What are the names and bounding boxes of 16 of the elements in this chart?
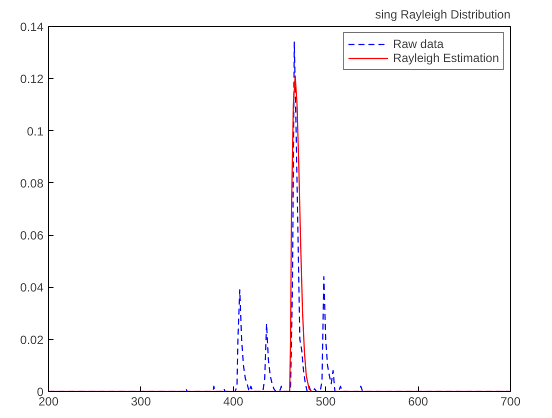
legend-label: Raw data xyxy=(392,37,444,51)
y-tick-label: 0.06 xyxy=(20,228,44,243)
x-tick-label: 500 xyxy=(316,394,336,408)
x-tick-label: 400 xyxy=(223,394,244,408)
y-tick-label: 0.02 xyxy=(20,332,44,347)
y-tick-label: 0.14 xyxy=(20,20,44,34)
y-tick-label: 0.04 xyxy=(20,280,44,295)
legend-label: Rayleigh Estimation xyxy=(392,51,499,65)
x-tick-label: 300 xyxy=(130,394,152,408)
x-tick-label: 600 xyxy=(408,394,428,408)
y-tick-label: 0.1 xyxy=(26,124,44,138)
x-tick-label: 700 xyxy=(500,394,521,408)
chart-title: sing Rayleigh Distribution xyxy=(375,8,511,22)
y-tick-label: 0.12 xyxy=(20,72,44,86)
x-tick-label: 200 xyxy=(38,394,59,408)
y-tick-label: 0.08 xyxy=(20,176,44,190)
